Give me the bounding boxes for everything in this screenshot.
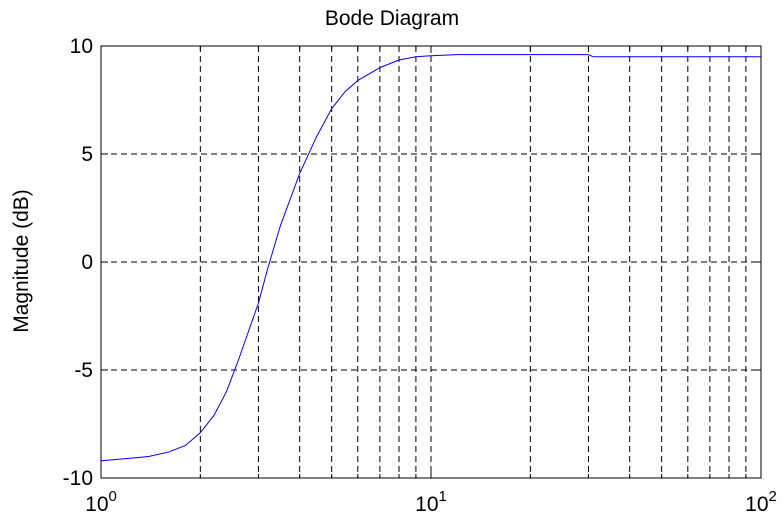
- series-lines: [100, 54, 761, 462]
- tick-marks: [100, 45, 761, 479]
- x-tick-labels: 100 101 102: [85, 488, 777, 516]
- y-axis-label: Magnitude (dB): [10, 189, 33, 333]
- x-tick-label: 102: [745, 488, 777, 516]
- x-tick-label: 100: [85, 488, 117, 516]
- magnitude-series-line: [100, 54, 761, 462]
- grid-lines: [101, 46, 761, 478]
- y-tick-label: 0: [81, 251, 93, 274]
- x-tick-label: 101: [415, 488, 447, 516]
- y-tick-label: -10: [63, 467, 93, 490]
- y-tick-label: 5: [81, 143, 93, 166]
- y-tick-labels: 10 5 0 -5 -10: [63, 35, 93, 490]
- y-tick-label: -5: [74, 359, 93, 382]
- y-tick-label: 10: [70, 35, 93, 58]
- chart-title: Bode Diagram: [324, 7, 460, 30]
